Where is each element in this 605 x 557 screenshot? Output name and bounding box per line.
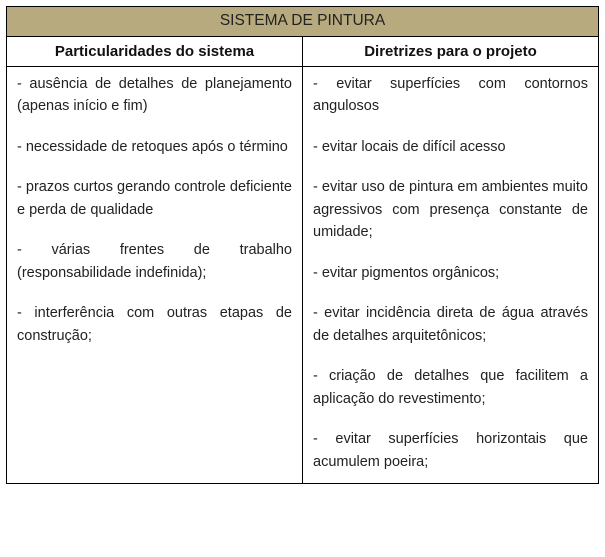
col-header-diretrizes: Diretrizes para o projeto <box>303 37 599 67</box>
table-row: - ausência de detalhes de planejamento (… <box>7 67 599 484</box>
cell-diretrizes: - evitar superfícies com contornos angul… <box>303 67 599 484</box>
sistema-pintura-table: SISTEMA DE PINTURA Particularidades do s… <box>6 6 599 484</box>
list-item: - evitar superfícies horizontais que acu… <box>313 428 588 473</box>
list-item: - prazos curtos gerando controle deficie… <box>17 176 292 221</box>
table-title: SISTEMA DE PINTURA <box>7 7 599 37</box>
table-wrapper: SISTEMA DE PINTURA Particularidades do s… <box>0 0 605 490</box>
list-item: - ausência de detalhes de planejamento (… <box>17 73 292 118</box>
list-item: - criação de detalhes que facilitem a ap… <box>313 365 588 410</box>
cell-particularidades: - ausência de detalhes de planejamento (… <box>7 67 303 484</box>
list-item: - evitar incidência direta de água atrav… <box>313 302 588 347</box>
col-header-particularidades: Particularidades do sistema <box>7 37 303 67</box>
list-item: - necessidade de retoques após o término <box>17 136 292 158</box>
header-row: Particularidades do sistema Diretrizes p… <box>7 37 599 67</box>
list-item: - evitar locais de difícil acesso <box>313 136 588 158</box>
list-item: - evitar pigmentos orgânicos; <box>313 262 588 284</box>
list-item: - várias frentes de trabalho (responsabi… <box>17 239 292 284</box>
list-item: - interferência com outras etapas de con… <box>17 302 292 347</box>
title-row: SISTEMA DE PINTURA <box>7 7 599 37</box>
list-item: - evitar uso de pintura em ambientes mui… <box>313 176 588 243</box>
list-item: - evitar superfícies com contornos angul… <box>313 73 588 118</box>
